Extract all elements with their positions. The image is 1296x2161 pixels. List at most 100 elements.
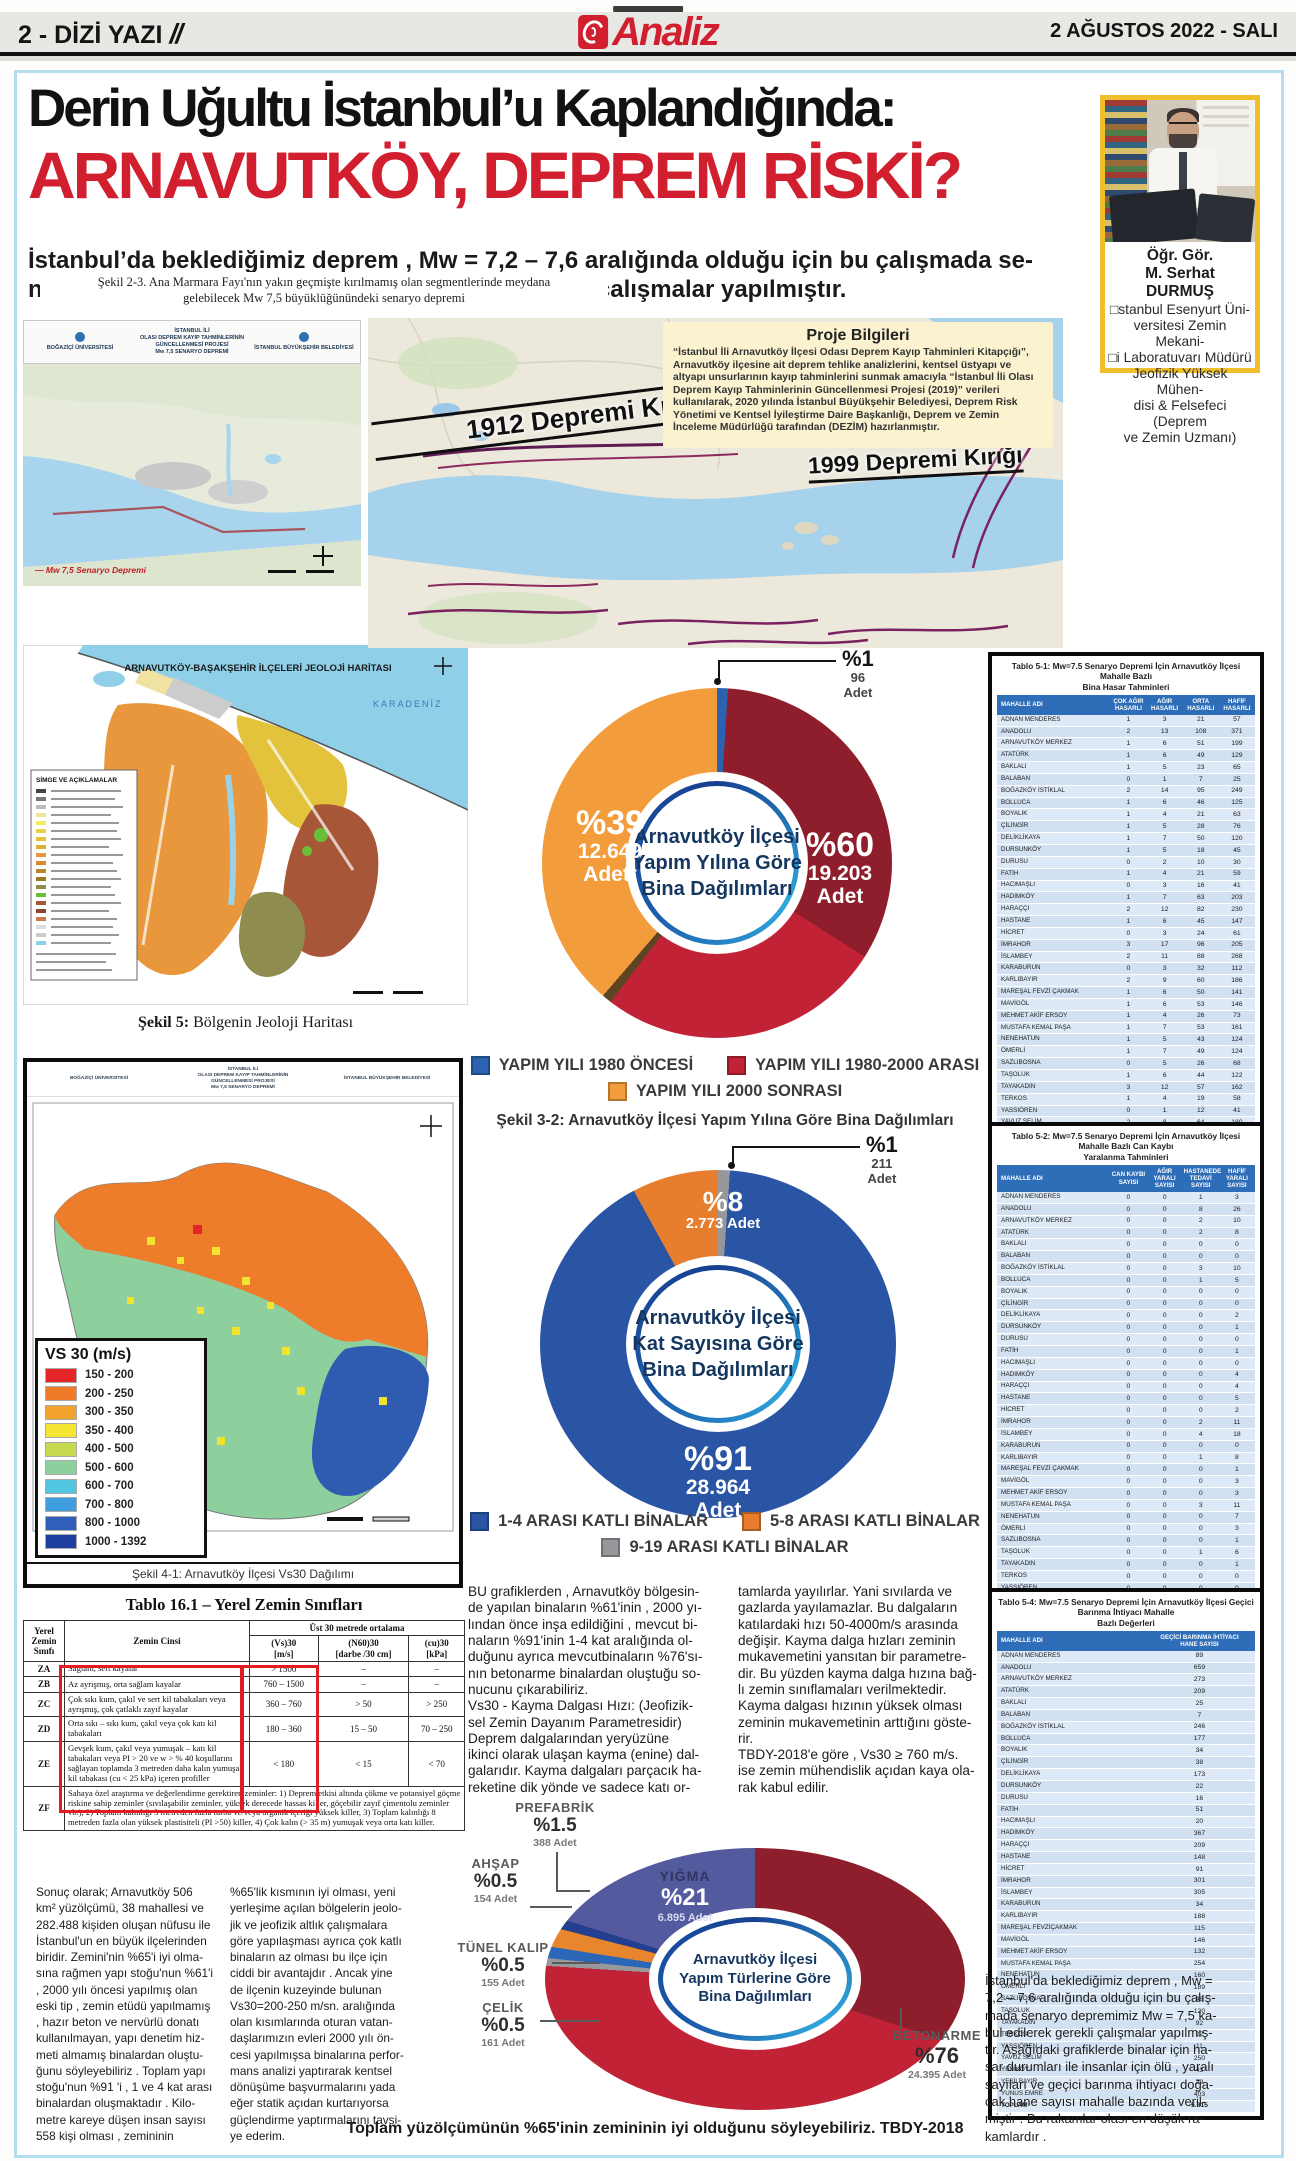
value-cell: 70 – 250 [408,1716,465,1743]
row-label-cell: HACIMAŞLI [997,1816,1144,1829]
value-cell: 0 [1146,1392,1183,1406]
table-row: HASTANE 148 [997,1851,1255,1864]
value-cell: 177 [1143,1733,1255,1746]
value-cell: 5 [1146,844,1183,857]
table-row: BOĞAZKÖY İSTİKLAL 2 14 95 249 [997,785,1255,798]
value-cell: 0 [1110,1523,1147,1536]
vs30-legend-box: VS 30 (m/s) 150 - 200 200 - 250 300 - 350 3… [35,1337,207,1558]
table-row: HİCRET 0 0 0 2 [997,1404,1255,1418]
row-label-cell: İSLAMBEY [997,1428,1111,1441]
logo-wordmark: Analiz [612,10,720,54]
table-row: NENEHATUN 1 5 43 124 [997,1033,1255,1047]
value-cell: 19 [1182,1093,1219,1106]
value-cell: 268 [1218,951,1255,964]
legend-item: YAPIM YILI 1980 ÖNCESİ [470,1056,693,1075]
value-cell: 0 [1110,1404,1147,1418]
row-label-cell: ADNAN MENDERES [997,1650,1144,1663]
value-cell: 1 [1182,1546,1219,1560]
value-cell: 1 [1110,915,1147,928]
value-cell: 0 [1182,1511,1219,1524]
table-row: ÇİLİNGİR 0 0 0 0 [997,1298,1255,1311]
row-label-cell: HARAÇÇI [997,1839,1144,1853]
table-row: HİCRET 0 3 24 61 [997,927,1255,940]
value-cell: 5 [1146,820,1183,834]
table-row: ZD Orta sıkı – sıkı kum, çakıl veya çok k… [23,1716,465,1743]
university-logo-icon [75,331,85,342]
value-cell: 0 [1110,1392,1147,1406]
geology-map-title: ARNAVUTKÖY-BAŞAKŞEHİR İLÇELERİ JEOLOJİ H… [124,663,391,674]
value-cell: 8 [1218,1452,1255,1465]
value-cell: 9 [1146,974,1183,988]
value-cell: – [317,1661,410,1678]
value-cell: 59 [1218,868,1255,881]
table-row: ZB Az ayrışmış, orta sağlam kayalar 760 – … [23,1676,465,1693]
value-cell: 63 [1182,891,1219,905]
table-row: ZF Sahaya özel araştırma ve değerlendirme… [23,1785,465,1832]
value-cell: 34 [1143,1744,1255,1758]
vs30-orange-zone [55,1163,428,1357]
value-cell: 8 [1182,1203,1219,1216]
value-cell: 0 [1146,1463,1183,1477]
value-cell: 2 [1182,1227,1219,1240]
row-label-cell: MEHMET AKİF ERSOY [997,1946,1144,1959]
table-row: ATATÜRK 209 [997,1685,1255,1699]
legend-item: 9-19 ARASI KATLI BİNALAR [601,1538,849,1557]
row-label-cell: FATİH [997,868,1111,881]
value-cell: 2 [1110,974,1147,988]
value-cell: 0 [1146,1440,1183,1453]
legend-label: 5-8 ARASI KATLI BİNALAR [770,1512,980,1530]
value-cell: 3 [1146,880,1183,893]
value-cell: 49 [1182,1045,1219,1059]
value-cell: 0 [1110,1321,1147,1335]
value-cell: 188 [1143,1910,1255,1924]
row-label-cell: ARNAVUTKÖY MERKEZ [997,737,1111,751]
table-title: Tablo 5-1: Mw=7.5 Senaryo Depremi İçin A… [1011,661,1241,692]
value-cell: 4 [1218,1381,1255,1394]
value-cell: – [408,1661,465,1678]
value-cell: 4 [1182,1428,1219,1441]
value-cell: 20 [1143,1816,1255,1829]
value-cell: 1 [1110,868,1147,881]
value-cell: 57 [1218,714,1255,727]
value-cell: 3 [1218,1487,1255,1500]
value-cell: 88 [1182,951,1219,964]
value-cell: 0 [1182,1333,1219,1346]
column-header: AĞIR HASARLI [1146,695,1183,715]
legend-item: 150 - 200 [45,1367,197,1383]
table-row: ATATÜRK 1 6 49 129 [997,749,1255,763]
row-label-cell: TAYAKADIN [997,1558,1111,1572]
slashes-mark: // [169,18,182,49]
value-cell: < 70 [408,1741,465,1787]
table-row: İSLAMBEY 0 0 4 18 [997,1428,1255,1441]
column-header: (N60)30 [darbe /30 cm] [317,1635,410,1663]
table-row: ADNAN MENDERES 0 0 1 3 [997,1192,1255,1204]
table-row: KARLIBAYIR 188 [997,1910,1255,1924]
value-cell: 45 [1182,915,1219,928]
table-row: HADIMKÖY 0 0 0 4 [997,1369,1255,1382]
value-cell: 0 [1146,1381,1183,1394]
value-cell: 0 [1110,1298,1147,1311]
legend-item: 600 - 700 [45,1478,197,1494]
value-cell: 1 [1110,832,1147,845]
value-cell: 0 [1110,1534,1147,1548]
value-cell: 0 [1146,1321,1183,1335]
value-cell: 61 [1218,927,1255,940]
row-label-cell: ZE [23,1741,65,1787]
author-box: Öğr. Gör. M. Serhat DURMUŞ □stanbul Esen… [1100,95,1260,445]
value-cell: 21 [1182,808,1219,822]
row-label-cell: MEHMET AKİF ERSOY [997,1010,1111,1023]
table-row: ADNAN MENDERES 1 3 21 57 [997,714,1255,727]
table-16-1-title: Tablo 16.1 – Yerel Zemin Sınıfları [125,1595,363,1614]
row-label-cell: SAZLIBOSNA [997,1993,1144,2007]
value-cell: 5 [1218,1392,1255,1406]
analysis-column-2: tamlarda yayılırlar. Yani sıvılarda ve g… [738,1584,977,1795]
project-box-title: Proje Bilgileri [806,327,910,344]
row-label-cell: BALABAN [997,1709,1144,1722]
value-cell: 1 [1182,1452,1219,1465]
yellow-formation [236,715,348,832]
row-label-cell: HASTANE [997,1851,1144,1864]
chart3-note: Toplam yüzölçümünün %65'inin zemininin i… [346,2120,964,2137]
value-cell: 1 [1182,1192,1219,1204]
column-header: Zemin Cinsi [64,1619,250,1663]
value-cell: 14 [1146,785,1183,798]
